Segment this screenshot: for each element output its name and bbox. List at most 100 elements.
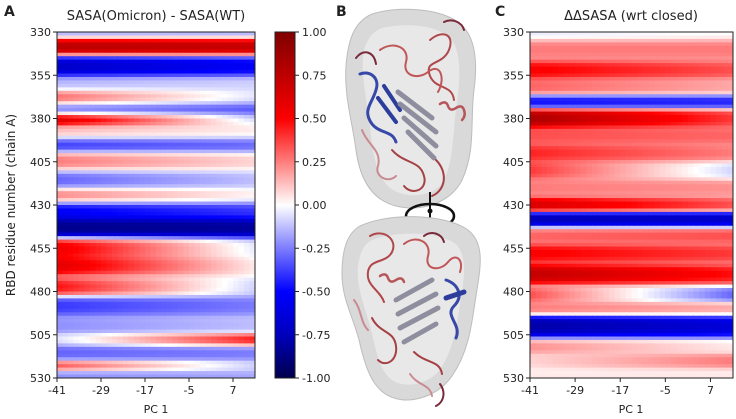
- heatmap-cell: [172, 312, 179, 317]
- heatmap-cell: [90, 184, 97, 189]
- heatmap-cell: [172, 322, 179, 327]
- heatmap-cell: [134, 42, 141, 47]
- heatmap-cell: [648, 63, 655, 68]
- heatmap-cell: [238, 215, 245, 220]
- heatmap-cell: [249, 329, 255, 334]
- heatmap-cell: [682, 63, 689, 68]
- heatmap-cell: [117, 56, 124, 61]
- heatmap-cell: [249, 294, 255, 300]
- heatmap-cell: [704, 128, 712, 133]
- heatmap-cell: [106, 211, 113, 216]
- heatmap-cell: [637, 59, 644, 64]
- heatmap-cell: [541, 56, 548, 61]
- heatmap-cell: [227, 353, 234, 358]
- heatmap-cell: [227, 73, 234, 78]
- heatmap-cell: [68, 166, 75, 171]
- heatmap-cell: [84, 281, 91, 286]
- heatmap-cell: [90, 371, 97, 376]
- heatmap-cell: [178, 294, 185, 300]
- heatmap-cell: [563, 125, 571, 130]
- heatmap-cell: [73, 360, 80, 365]
- heatmap-cell: [150, 267, 157, 272]
- heatmap-cell: [106, 153, 113, 158]
- heatmap-cell: [227, 329, 234, 334]
- heatmap-cell: [79, 218, 86, 223]
- heatmap-cell: [530, 90, 537, 95]
- heatmap-cell: [90, 198, 97, 203]
- heatmap-cell: [659, 115, 666, 120]
- heatmap-cell: [161, 187, 168, 192]
- heatmap-cell: [167, 191, 174, 196]
- heatmap-cell: [183, 284, 190, 289]
- heatmap-cell: [189, 76, 196, 82]
- heatmap-cell: [62, 256, 69, 261]
- heatmap-cell: [704, 153, 712, 158]
- heatmap-cell: [156, 59, 163, 64]
- heatmap-cell: [608, 35, 616, 40]
- heatmap-cell: [625, 35, 633, 40]
- heatmap-cell: [161, 194, 168, 199]
- heatmap-cell: [642, 97, 650, 102]
- heatmap-cell: [134, 326, 141, 331]
- heatmap-cell: [73, 52, 80, 57]
- heatmap-cell: [90, 97, 97, 102]
- heatmap-cell: [249, 353, 255, 358]
- heatmap-cell: [682, 87, 689, 92]
- heatmap-cell: [670, 139, 678, 144]
- heatmap-cell: [244, 201, 251, 206]
- heatmap-cell: [233, 142, 240, 147]
- heatmap-cell: [172, 360, 179, 365]
- heatmap-cell: [167, 243, 174, 248]
- heatmap-cell: [535, 66, 542, 71]
- heatmap-cell: [183, 333, 190, 338]
- heatmap-cell: [721, 80, 728, 85]
- heatmap-cell: [134, 177, 141, 182]
- heatmap-cell: [211, 211, 218, 216]
- heatmap-cell: [79, 281, 86, 286]
- heatmap-cell: [73, 260, 80, 265]
- heatmap-cell: [558, 104, 565, 109]
- heatmap-cell: [117, 260, 124, 265]
- heatmap-cell: [249, 80, 255, 85]
- heatmap-cell: [637, 115, 644, 120]
- heatmap-cell: [721, 94, 728, 99]
- heatmap-cell: [530, 66, 537, 71]
- heatmap-cell: [227, 284, 234, 289]
- heatmap-cell: [216, 329, 223, 334]
- heatmap-cell: [620, 101, 627, 106]
- heatmap-cell: [603, 63, 610, 68]
- heatmap-cell: [676, 73, 683, 78]
- heatmap-cell: [112, 208, 119, 213]
- heatmap-cell: [569, 38, 576, 43]
- heatmap-cell: [211, 374, 218, 378]
- heatmap-cell: [90, 177, 97, 182]
- heatmap-cell: [216, 215, 223, 220]
- heatmap-cell: [62, 364, 69, 369]
- heatmap-cell: [123, 339, 130, 344]
- heatmap-cell: [654, 73, 661, 78]
- heatmap-cell: [563, 52, 571, 57]
- heatmap-cell: [637, 149, 644, 154]
- heatmap-cell: [205, 205, 212, 210]
- heatmap-cell: [95, 56, 102, 61]
- heatmap-cell: [563, 97, 571, 102]
- heatmap-cell: [178, 253, 185, 258]
- heatmap-cell: [238, 336, 245, 341]
- heatmap-cell: [84, 249, 91, 255]
- heatmap-cell: [244, 319, 251, 324]
- heatmap-cell: [592, 70, 599, 75]
- heatmap-cell: [106, 121, 113, 127]
- heatmap-cell: [178, 160, 185, 165]
- heatmap-cell: [249, 139, 255, 144]
- heatmap-cell: [530, 35, 537, 40]
- heatmap-cell: [112, 246, 119, 251]
- heatmap-cell: [79, 42, 86, 47]
- heatmap-cell: [699, 125, 706, 130]
- heatmap-cell: [172, 194, 179, 199]
- heatmap-cell: [659, 52, 666, 57]
- heatmap-cell: [563, 66, 571, 71]
- heatmap-cell: [699, 153, 706, 158]
- heatmap-cell: [57, 180, 64, 185]
- heatmap-cell: [57, 59, 64, 64]
- heatmap-cell: [79, 294, 86, 300]
